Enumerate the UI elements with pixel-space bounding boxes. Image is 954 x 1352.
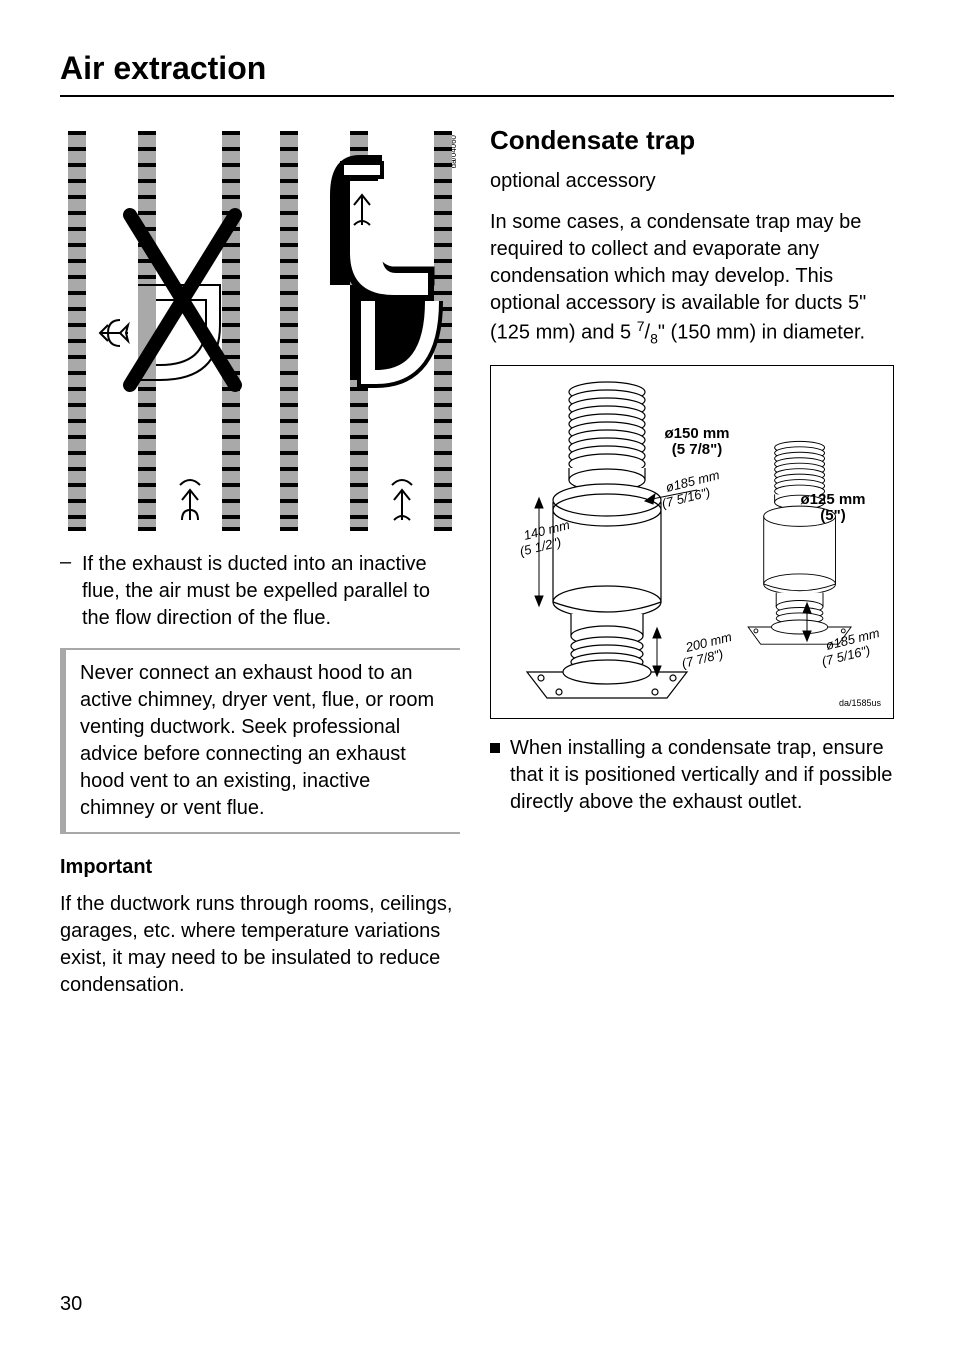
warning-callout-text: Never connect an exhaust hood to an acti… (80, 660, 446, 822)
condensate-intro: In some cases, a condensate trap may be … (490, 209, 894, 349)
svg-text:(5 7/8"): (5 7/8") (672, 441, 722, 458)
left-column: da/04060 (60, 125, 460, 1015)
intro-post: " (150 mm) in diameter. (658, 322, 865, 344)
condensate-figure: ø150 mm (5 7/8") ø125 mm (5") 140 mm (5 … (490, 365, 894, 719)
svg-text:ø125 mm: ø125 mm (800, 491, 865, 508)
page-number: 30 (60, 1293, 82, 1316)
warning-callout: Never connect an exhaust hood to an acti… (60, 648, 460, 834)
dash-bullet-item: – If the exhaust is ducted into an inact… (60, 551, 460, 632)
square-bullet-mark (490, 743, 500, 753)
intro-frac-num: 7 (637, 318, 645, 334)
two-column-layout: da/04060 (60, 125, 894, 1015)
square-bullet-text: When installing a condensate trap, ensur… (510, 735, 894, 816)
page-title: Air extraction (60, 50, 894, 97)
square-bullet-item: When installing a condensate trap, ensur… (490, 735, 894, 816)
flue-figure: da/04060 (60, 125, 460, 535)
right-column: Condensate trap optional accessory In so… (490, 125, 894, 1015)
svg-text:(5"): (5") (820, 507, 845, 524)
svg-text:da/1585us: da/1585us (839, 698, 882, 708)
dash-bullet-text: If the exhaust is ducted into an inactiv… (82, 551, 460, 632)
important-heading: Important (60, 856, 460, 879)
important-paragraph: If the ductwork runs through rooms, ceil… (60, 891, 460, 999)
intro-frac-den: 8 (650, 331, 658, 347)
optional-accessory-sub: optional accessory (490, 170, 894, 193)
condensate-heading: Condensate trap (490, 125, 894, 156)
dash-bullet-mark: – (60, 551, 82, 632)
svg-text:ø150 mm: ø150 mm (664, 425, 729, 442)
